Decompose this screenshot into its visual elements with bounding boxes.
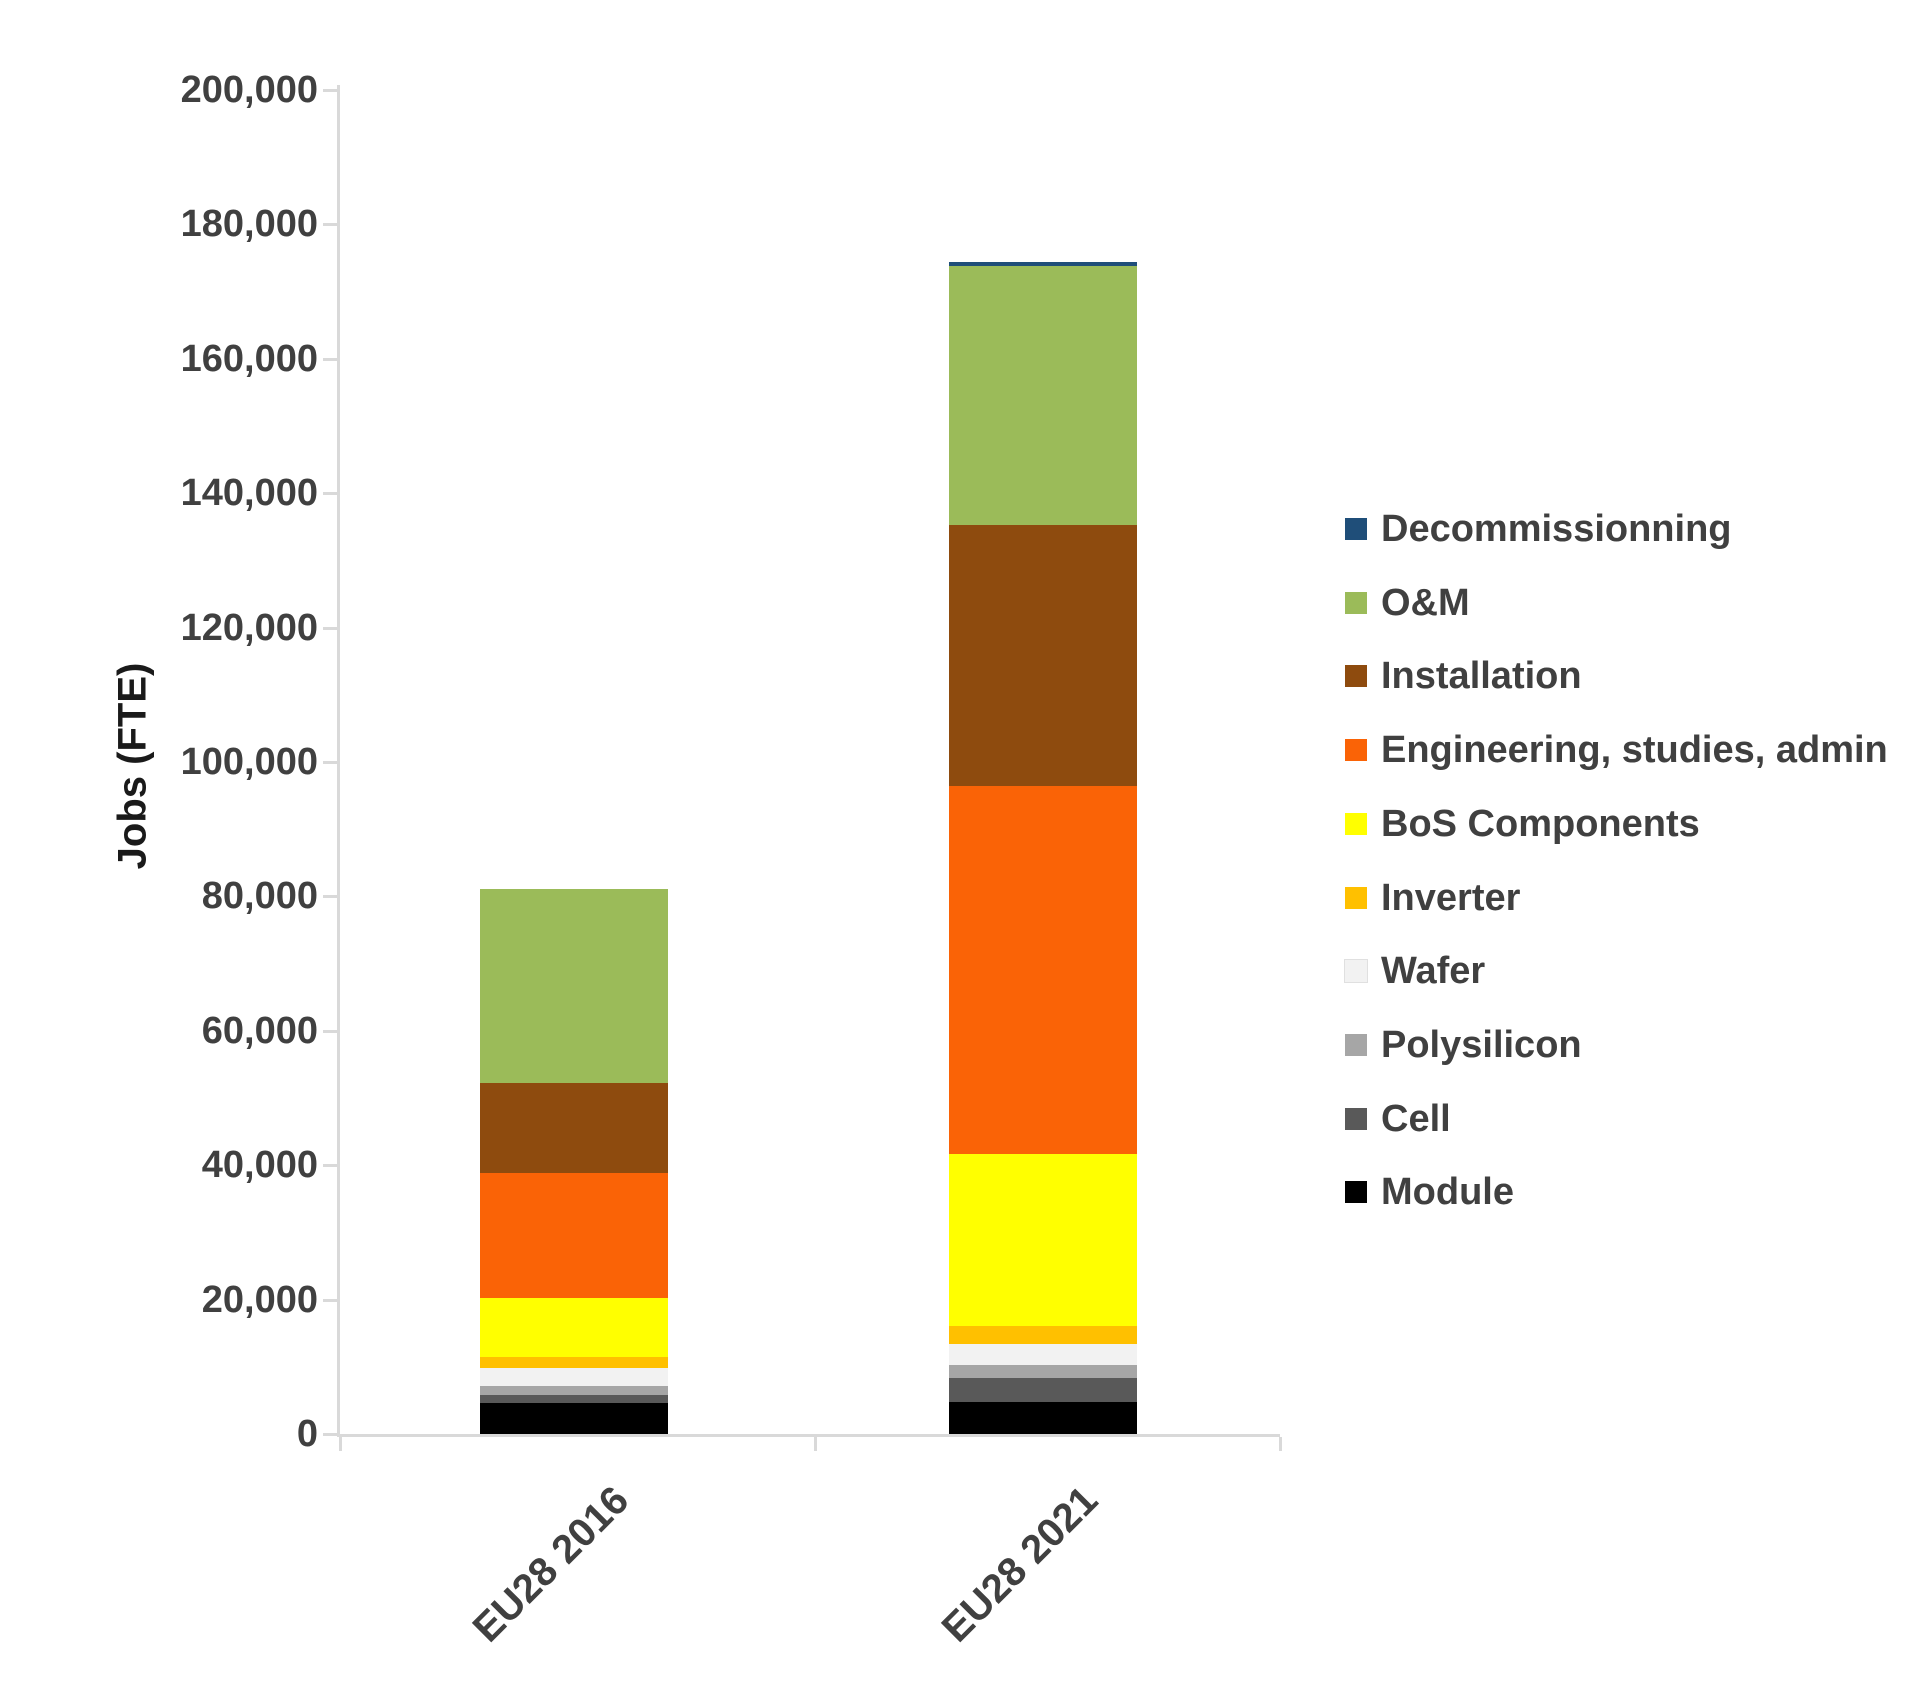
bar-segment-module-eu28-2016 xyxy=(480,1403,668,1434)
y-tick-label: 100,000 xyxy=(180,741,318,783)
y-tick-mark xyxy=(323,1029,337,1033)
bar-segment-bos-components-eu28-2021 xyxy=(949,1154,1137,1326)
legend-swatch-polysilicon xyxy=(1345,1033,1367,1056)
bar-segment-inverter-eu28-2021 xyxy=(949,1326,1137,1344)
y-tick-mark xyxy=(323,1164,337,1168)
legend-label: Module xyxy=(1381,1171,1514,1214)
bar-segment-polysilicon-eu28-2021 xyxy=(949,1365,1137,1378)
legend-item-cell: Cell xyxy=(1345,1097,1451,1141)
legend-swatch-bos-components xyxy=(1345,812,1367,835)
legend-label: Inverter xyxy=(1381,876,1521,919)
legend-swatch-decommissionning xyxy=(1345,518,1367,540)
bar-segment-polysilicon-eu28-2016 xyxy=(480,1386,668,1395)
y-tick-label: 160,000 xyxy=(180,337,318,380)
legend-label: Cell xyxy=(1381,1097,1451,1140)
bar-segment-wafer-eu28-2021 xyxy=(949,1344,1137,1365)
legend-swatch-cell xyxy=(1345,1107,1367,1130)
legend-swatch-o-m xyxy=(1345,591,1367,614)
bar-segment-engineering-studies-admin-eu28-2021 xyxy=(949,786,1137,1154)
y-tick-mark xyxy=(323,895,337,899)
y-tick-mark xyxy=(323,1433,337,1436)
y-tick-label: 60,000 xyxy=(201,1009,318,1052)
legend-item-installation: Installation xyxy=(1345,654,1582,698)
legend-label: O&M xyxy=(1381,581,1470,624)
bar-segment-module-eu28-2021 xyxy=(949,1402,1137,1434)
legend-label: BoS Components xyxy=(1381,802,1700,845)
legend-label: Wafer xyxy=(1381,950,1486,993)
bar-segment-engineering-studies-admin-eu28-2016 xyxy=(480,1173,668,1298)
y-tick-mark xyxy=(323,89,337,92)
legend-swatch-inverter xyxy=(1345,886,1367,909)
legend-label: Polysilicon xyxy=(1381,1023,1582,1066)
y-tick-label: 80,000 xyxy=(201,875,318,918)
y-tick-label: 20,000 xyxy=(201,1278,318,1321)
y-tick-mark xyxy=(323,357,337,361)
legend-item-module: Module xyxy=(1345,1170,1514,1214)
x-tick-mark xyxy=(1279,1437,1282,1451)
bar-segment-wafer-eu28-2016 xyxy=(480,1368,668,1386)
x-tick-mark xyxy=(339,1437,342,1451)
legend-label: Installation xyxy=(1381,655,1582,698)
x-axis-line xyxy=(340,1434,1280,1437)
legend-label: Decommissionning xyxy=(1381,508,1732,550)
bar-segment-installation-eu28-2016 xyxy=(480,1083,668,1173)
bar-segment-decommissionning-eu28-2021 xyxy=(949,262,1137,266)
bar-segment-cell-eu28-2021 xyxy=(949,1378,1137,1402)
x-tick-mark xyxy=(814,1437,817,1451)
bar-segment-o-m-eu28-2021 xyxy=(949,266,1137,525)
y-axis-line xyxy=(337,85,340,1437)
legend-swatch-engineering-studies-admin xyxy=(1345,739,1367,762)
bar-segment-bos-components-eu28-2016 xyxy=(480,1298,668,1357)
y-tick-label: 180,000 xyxy=(180,203,318,246)
y-tick-mark xyxy=(323,1298,337,1302)
y-tick-label: 120,000 xyxy=(180,606,318,649)
legend-swatch-wafer xyxy=(1344,959,1368,984)
legend-item-o-m: O&M xyxy=(1345,581,1470,625)
y-tick-mark xyxy=(323,223,337,227)
bar-segment-installation-eu28-2021 xyxy=(949,525,1137,786)
bar-segment-o-m-eu28-2016 xyxy=(480,889,668,1083)
legend-item-inverter: Inverter xyxy=(1345,876,1520,920)
x-category-label: EU28 2016 xyxy=(464,1478,638,1651)
legend-swatch-module xyxy=(1345,1181,1367,1204)
y-tick-label: 40,000 xyxy=(201,1144,318,1187)
bar-segment-inverter-eu28-2016 xyxy=(480,1357,668,1368)
y-tick-mark xyxy=(323,492,337,496)
legend-item-polysilicon: Polysilicon xyxy=(1345,1023,1582,1067)
legend-item-wafer: Wafer xyxy=(1344,949,1486,993)
legend-item-decommissionning: Decommissionning xyxy=(1345,507,1732,551)
x-category-label: EU28 2021 xyxy=(933,1478,1107,1651)
legend-item-engineering-studies-admin: Engineering, studies, admin xyxy=(1345,728,1888,772)
bar-segment-cell-eu28-2016 xyxy=(480,1395,668,1403)
legend-swatch-installation xyxy=(1345,665,1367,688)
legend-item-bos-components: BoS Components xyxy=(1345,802,1700,846)
y-tick-label: 0 xyxy=(296,1413,318,1455)
y-tick-label: 140,000 xyxy=(180,472,318,515)
y-tick-mark xyxy=(323,626,337,630)
legend-label: Engineering, studies, admin xyxy=(1381,729,1888,772)
y-tick-label: 200,000 xyxy=(180,69,318,111)
y-tick-mark xyxy=(323,761,337,764)
